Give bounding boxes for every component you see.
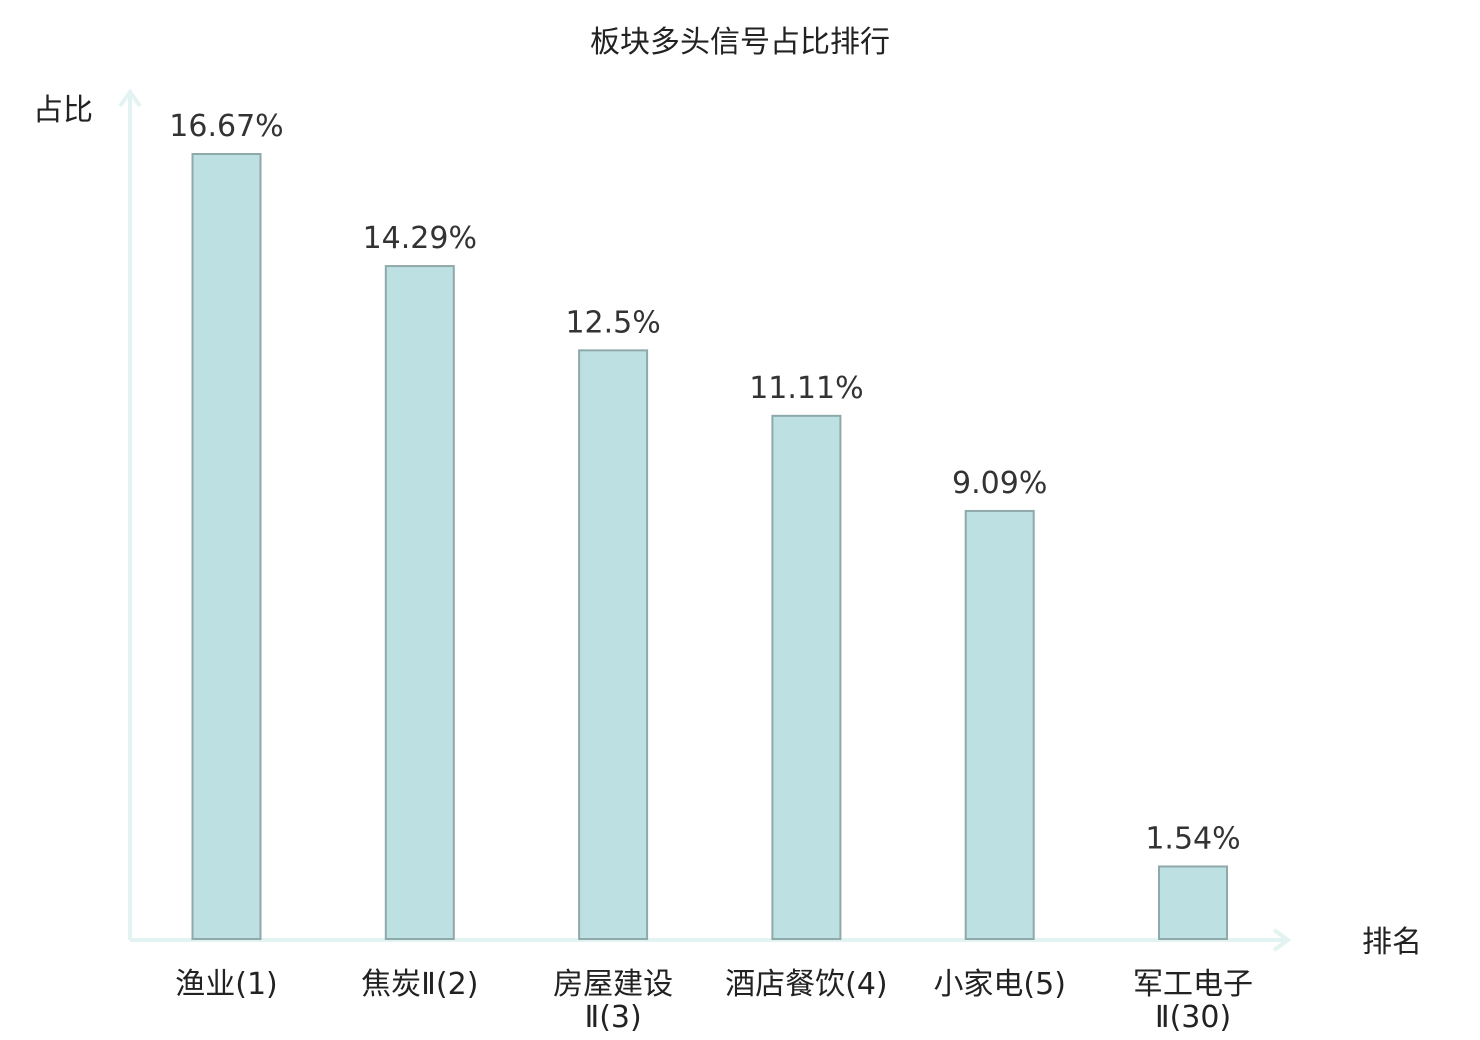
bar-6 — [1158, 865, 1228, 941]
category-label-2: 焦炭Ⅱ(2) — [361, 967, 478, 1002]
category-label-3-line-2: Ⅱ(3) — [584, 1000, 641, 1035]
bar-2 — [384, 265, 455, 941]
category-label-6-line-2: Ⅱ(30) — [1155, 1000, 1231, 1035]
value-label-6: 1.54% — [1145, 821, 1240, 856]
category-label-5: 小家电(5) — [933, 967, 1066, 1002]
bars-group — [191, 153, 1228, 941]
value-label-3: 12.5% — [565, 305, 660, 340]
bar-4 — [771, 414, 842, 941]
y-axis-arrow — [118, 88, 142, 108]
value-label-2: 14.29% — [363, 221, 477, 256]
bar-1 — [191, 153, 262, 940]
category-label-4: 酒店餐饮(4) — [725, 967, 888, 1002]
bar-5 — [964, 509, 1035, 940]
value-label-4: 11.11% — [749, 371, 863, 406]
y-axis-label: 占比 — [33, 93, 93, 128]
value-label-5: 9.09% — [952, 466, 1047, 501]
value-label-1: 16.67% — [169, 109, 283, 144]
bar-3 — [578, 349, 649, 940]
category-label-3-line-1: 房屋建设 — [553, 967, 673, 1002]
category-label-6-line-1: 军工电子 — [1133, 967, 1253, 1002]
x-axis-label: 排名 — [1362, 925, 1422, 960]
x-axis-arrow — [1272, 928, 1292, 952]
value-labels-group: 16.67% 14.29% 12.5% 11.11% 9.09% 1.54% — [169, 109, 1240, 856]
chart-title: 板块多头信号占比排行 — [590, 25, 890, 60]
category-label-1: 渔业(1) — [175, 967, 278, 1002]
